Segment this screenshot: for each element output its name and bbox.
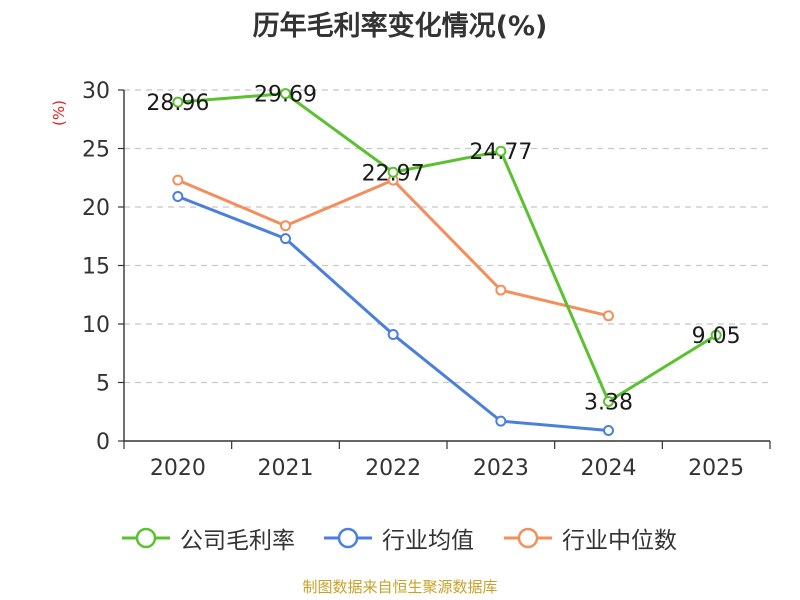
legend-label: 公司毛利率	[180, 528, 295, 554]
x-tick-label: 2023	[473, 456, 529, 481]
data-label: 24.77	[469, 140, 532, 165]
x-tick-label: 2024	[581, 456, 637, 481]
series-0	[172, 88, 722, 407]
series-2	[172, 174, 614, 322]
legend-marker-icon	[324, 527, 372, 549]
data-point	[603, 310, 614, 322]
x-tick-label: 2020	[150, 456, 206, 481]
y-tick-label: 30	[82, 79, 110, 104]
legend-item[interactable]: 公司毛利率	[120, 518, 295, 558]
y-tick-label: 0	[96, 430, 110, 455]
legend-item[interactable]: 行业均值	[322, 518, 474, 558]
data-label: 9.05	[692, 324, 741, 349]
data-point	[172, 174, 184, 186]
series-line	[177, 92, 717, 403]
legend-label: 行业均值	[382, 528, 474, 554]
x-tick-label: 2025	[688, 456, 744, 481]
y-tick-label: 15	[82, 255, 110, 280]
data-point	[172, 96, 184, 108]
data-point	[495, 145, 507, 157]
series-1	[172, 190, 614, 436]
data-point	[495, 415, 507, 427]
legend-item[interactable]: 行业中位数	[502, 518, 677, 558]
data-point	[172, 190, 184, 202]
x-tick-label: 2021	[258, 456, 314, 481]
series-line	[177, 195, 609, 432]
y-tick-label: 25	[82, 138, 110, 163]
data-source-note: 制图数据来自恒生聚源数据库	[302, 578, 498, 596]
chart-title: 历年毛利率变化情况(%)	[252, 11, 548, 42]
x-tick-label: 2022	[365, 456, 421, 481]
data-label: 22.97	[362, 161, 425, 186]
data-label: 29.69	[254, 83, 317, 108]
data-point	[280, 88, 291, 100]
data-label: 3.38	[584, 390, 633, 415]
y-tick-label: 20	[82, 196, 110, 221]
legend-marker-icon	[122, 527, 170, 549]
data-point	[603, 424, 614, 436]
y-tick-label: 5	[96, 372, 110, 397]
legend-label: 行业中位数	[562, 528, 677, 554]
legend-marker-icon	[504, 527, 552, 549]
data-point	[387, 166, 399, 178]
data-point	[280, 220, 291, 232]
legend: 公司毛利率 行业均值 行业中位数	[0, 518, 800, 558]
data-point	[387, 329, 399, 341]
data-point	[603, 395, 614, 407]
data-point	[710, 329, 722, 341]
data-label: 28.96	[146, 91, 209, 116]
y-tick-label: 10	[82, 313, 110, 338]
data-point	[495, 284, 507, 296]
data-point	[280, 233, 291, 245]
